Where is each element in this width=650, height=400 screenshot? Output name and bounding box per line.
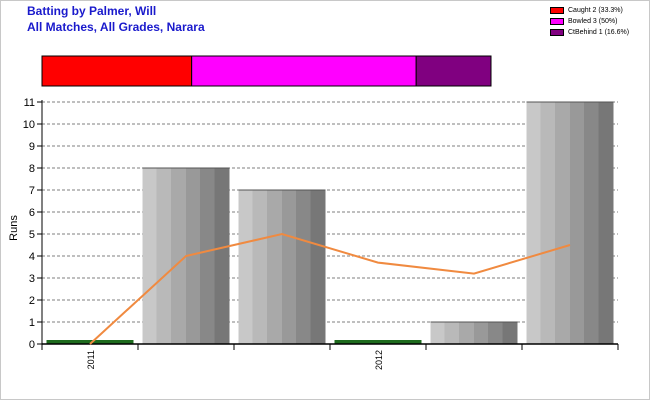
legend-label-ctbehind: CtBehind 1 (16.6%) [568,29,630,36]
legend-swatch-ctbehind [550,29,564,36]
bar [334,340,422,344]
y-tick-label: 3 [29,273,35,285]
legend-swatch-caught [550,7,564,14]
grid-lines [42,101,618,323]
chart-title: Batting by Palmer, Will [27,4,157,18]
bars [46,101,614,344]
x-tick-label: 2011 [86,350,96,369]
dismissal-segment-ctbehind [415,55,492,87]
x-tick-label: 2012 [374,350,384,370]
chart-subtitle: All Matches, All Grades, Narara [27,20,205,34]
dismissal-bar [41,55,492,87]
dismissal-segment-bowled [191,55,417,87]
y-tick-label: 8 [29,163,35,175]
legend-item-caught: Caught 2 (33.3%) [550,5,629,16]
axes [41,100,619,350]
legend-item-bowled: Bowled 3 (50%) [550,16,629,27]
y-tick-label: 11 [24,97,35,109]
y-tick-label: 10 [23,119,35,131]
legend: Caught 2 (33.3%) Bowled 3 (50%) CtBehind… [550,5,629,38]
y-tick-labels: 0 1 2 3 4 5 6 7 8 9 10 11 [23,97,42,351]
legend-label-bowled: Bowled 3 (50%) [568,18,618,25]
bar [46,340,134,344]
y-tick-label: 7 [29,185,35,197]
y-tick-label: 4 [29,251,35,263]
dismissal-segment-caught [41,55,193,87]
y-tick-label: 6 [29,207,35,219]
average-line [89,232,571,345]
bar [238,190,326,344]
legend-item-ctbehind: CtBehind 1 (16.6%) [550,27,629,38]
bar [430,322,518,344]
y-tick-label: 5 [29,229,35,241]
y-tick-label: 1 [29,317,35,329]
y-axis-label: Runs [8,215,20,241]
average-line-path [89,232,571,345]
y-tick-label: 2 [29,295,35,307]
legend-swatch-bowled [550,18,564,25]
x-tick-labels: 2011 2012 [86,350,384,370]
y-tick-label: 9 [29,141,35,153]
bar [526,102,614,344]
y-tick-label: 0 [29,339,35,351]
legend-label-caught: Caught 2 (33.3%) [568,7,623,14]
